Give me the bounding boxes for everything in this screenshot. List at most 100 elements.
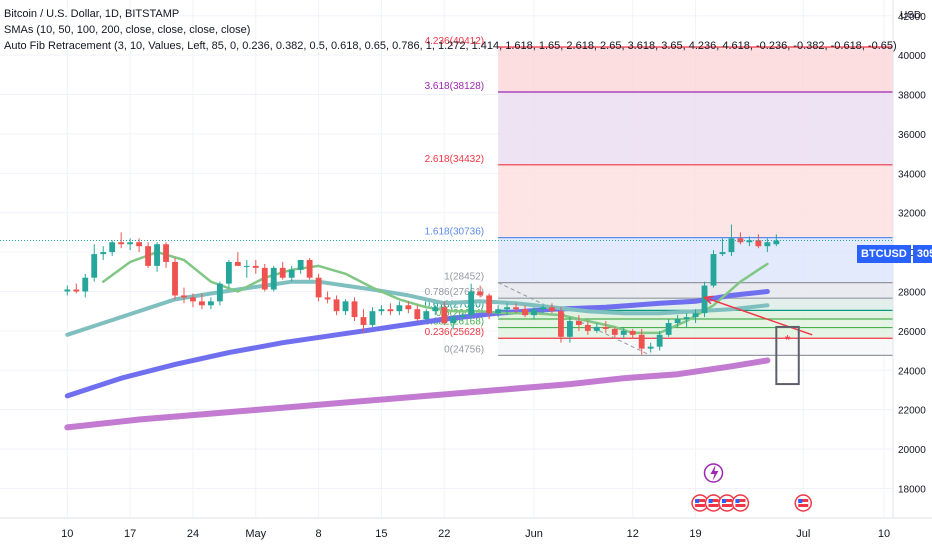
- candle[interactable]: [522, 305, 528, 318]
- candle[interactable]: [252, 259, 259, 274]
- candle[interactable]: [342, 299, 349, 316]
- candle[interactable]: [746, 236, 753, 247]
- candle[interactable]: [360, 309, 367, 333]
- candle[interactable]: [109, 240, 116, 257]
- candle[interactable]: [549, 303, 555, 314]
- candle[interactable]: [163, 242, 169, 268]
- fib-legend[interactable]: Auto Fib Retracement (3, 10, Values, Lef…: [4, 40, 897, 52]
- candle[interactable]: [459, 313, 466, 322]
- candle[interactable]: [73, 283, 80, 294]
- candle[interactable]: [423, 309, 430, 322]
- candle[interactable]: [665, 319, 672, 337]
- candle[interactable]: [701, 281, 708, 318]
- candle[interactable]: [683, 313, 690, 327]
- candle[interactable]: [620, 326, 627, 339]
- candle[interactable]: [593, 323, 600, 333]
- candle[interactable]: [764, 238, 771, 253]
- candle-body: [360, 317, 367, 325]
- candle[interactable]: [584, 321, 591, 335]
- us-flag-event-icon[interactable]: [691, 494, 709, 512]
- candle[interactable]: [737, 232, 744, 245]
- us-flag-event-icon[interactable]: [794, 494, 813, 512]
- candle[interactable]: [531, 307, 537, 320]
- candle[interactable]: [396, 301, 403, 316]
- candle[interactable]: [773, 234, 780, 247]
- candle[interactable]: [755, 234, 762, 249]
- candle[interactable]: [207, 297, 214, 310]
- candle[interactable]: [261, 263, 268, 292]
- fib-zone: [498, 338, 893, 356]
- event-icons[interactable]: [691, 463, 813, 512]
- candle[interactable]: [91, 244, 98, 282]
- candle[interactable]: [225, 259, 232, 288]
- candle[interactable]: [414, 305, 421, 322]
- candle[interactable]: [504, 303, 510, 316]
- candle-body: [477, 291, 484, 296]
- candle[interactable]: [306, 258, 313, 280]
- candlesticks[interactable]: [64, 224, 780, 355]
- candle[interactable]: [558, 307, 564, 343]
- candle[interactable]: [468, 283, 475, 320]
- candle[interactable]: [324, 291, 331, 304]
- candle[interactable]: [181, 287, 187, 304]
- candle[interactable]: [190, 293, 196, 308]
- candle[interactable]: [611, 326, 618, 339]
- candle[interactable]: [477, 285, 484, 298]
- candle[interactable]: [64, 285, 71, 296]
- candle[interactable]: [279, 261, 286, 280]
- sma-legend[interactable]: SMAs (10, 50, 100, 200, close, close, cl…: [4, 24, 251, 36]
- candle[interactable]: [441, 301, 448, 325]
- candle[interactable]: [674, 315, 681, 327]
- candle[interactable]: [450, 315, 457, 329]
- candle[interactable]: [154, 242, 160, 272]
- us-flag-event-icon[interactable]: [704, 494, 723, 512]
- candle[interactable]: [719, 238, 726, 257]
- candle[interactable]: [243, 259, 250, 278]
- candle[interactable]: [333, 295, 340, 316]
- candle[interactable]: [315, 273, 322, 302]
- candle[interactable]: [351, 297, 358, 322]
- candle-body: [297, 259, 304, 270]
- candle[interactable]: [405, 301, 412, 314]
- candle[interactable]: [387, 303, 394, 316]
- candle[interactable]: [432, 305, 439, 316]
- candle[interactable]: [486, 293, 493, 320]
- x-tick-label: 22: [438, 528, 450, 540]
- candle[interactable]: [199, 293, 205, 310]
- candle[interactable]: [540, 305, 546, 314]
- candle[interactable]: [692, 309, 699, 324]
- candle[interactable]: [513, 303, 519, 314]
- candle[interactable]: [288, 265, 295, 282]
- annotation-asterisk: *: [785, 332, 791, 348]
- candle[interactable]: [297, 259, 304, 274]
- flag-canton: [735, 499, 740, 503]
- us-flag-event-icon[interactable]: [731, 494, 750, 512]
- candle[interactable]: [127, 238, 134, 251]
- candle-body: [261, 267, 268, 290]
- candle[interactable]: [647, 342, 654, 353]
- candle[interactable]: [136, 238, 143, 253]
- candle[interactable]: [234, 252, 241, 266]
- candle[interactable]: [100, 246, 107, 260]
- candle[interactable]: [82, 273, 89, 298]
- candle[interactable]: [378, 305, 385, 316]
- symbol-title[interactable]: Bitcoin / U.S. Dollar, 1D, BITSTAMP: [4, 8, 180, 20]
- candle[interactable]: [656, 330, 663, 351]
- candle[interactable]: [629, 328, 636, 339]
- y-tick-label: 28000: [898, 287, 926, 298]
- chart-legend: Bitcoin / U.S. Dollar, 1D, BITSTAMP SMAs…: [4, 6, 897, 54]
- candle[interactable]: [566, 317, 573, 343]
- candle[interactable]: [118, 232, 125, 249]
- candle[interactable]: [495, 305, 502, 318]
- candle[interactable]: [145, 242, 152, 268]
- candle[interactable]: [728, 224, 735, 257]
- candle[interactable]: [369, 307, 376, 327]
- candle[interactable]: [638, 328, 645, 355]
- candle[interactable]: [710, 250, 717, 288]
- candle[interactable]: [216, 281, 223, 306]
- candle[interactable]: [575, 315, 582, 331]
- candle[interactable]: [270, 265, 277, 292]
- candle[interactable]: [172, 258, 178, 300]
- candle[interactable]: [602, 321, 609, 333]
